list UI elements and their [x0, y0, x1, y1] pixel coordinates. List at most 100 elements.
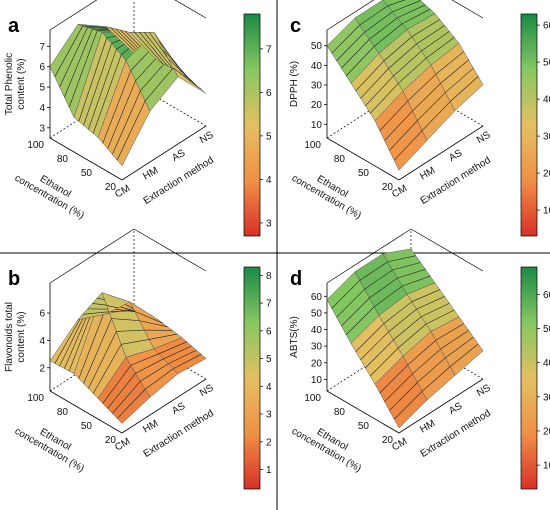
- surface-contour-line: [168, 349, 197, 365]
- colorbar-tick-label: 2: [266, 437, 272, 448]
- surface-contour-line: [440, 59, 469, 84]
- surface-contour-line: [110, 310, 139, 312]
- surface-contour-line: [402, 8, 431, 24]
- surface-contour-line: [78, 305, 108, 379]
- surface-contour-line: [144, 32, 173, 69]
- y-tick-label: 20: [382, 435, 394, 446]
- colorbar-tick-label: 60: [543, 21, 550, 32]
- surface-contour-line: [355, 60, 385, 91]
- x-tick-label: AS: [170, 148, 187, 164]
- surface-contour-line: [355, 323, 385, 352]
- surface-contour-line: [54, 314, 84, 364]
- y-axis-line: [49, 137, 123, 181]
- x-tick-label: CM: [113, 183, 132, 200]
- surface-contour-line: [341, 39, 370, 69]
- surface-patch-2-0: [430, 316, 484, 376]
- colorbar-tick-label: 50: [543, 324, 550, 335]
- x-tick-label: CM: [390, 183, 409, 200]
- x-tick-label: CM: [113, 436, 132, 453]
- z-tick-label: 50: [311, 41, 323, 52]
- surface-contour-line: [140, 363, 169, 382]
- surface: [326, 248, 484, 429]
- surface-contour-line: [64, 28, 93, 98]
- colorbar-tick-label: 30: [543, 132, 550, 143]
- y-tick-label: 80: [57, 154, 69, 165]
- colorbar: 3 4 5 6 7: [243, 13, 272, 237]
- y-axis-line: [326, 137, 400, 181]
- colorbar-gradient: [520, 13, 538, 237]
- z-tick-label: 3: [39, 123, 45, 134]
- panel-letter-d: d: [290, 268, 302, 290]
- surface-contour-line: [389, 382, 418, 411]
- colorbar-tick-label: 3: [266, 410, 272, 421]
- colorbar-tick-label: 40: [543, 358, 550, 369]
- x-axis-label: Extraction method: [419, 408, 493, 460]
- surface-contour-line: [412, 348, 441, 374]
- z-axis-label-line: Flavonoids total: [4, 302, 15, 372]
- surface-contour-line: [365, 75, 394, 107]
- z-axis-label: Flavonoids total content (%): [4, 302, 27, 372]
- surface-contour-line: [364, 269, 393, 290]
- surface-contour-line: [111, 318, 140, 322]
- y-tick-label: 50: [81, 421, 93, 432]
- colorbar-tick-label: 3: [266, 218, 272, 229]
- panel-letter-c: c: [290, 15, 301, 37]
- x-axis-label: Extraction method: [142, 155, 216, 207]
- z-tick-label: 40: [311, 61, 323, 72]
- surface-contour-line: [130, 353, 159, 366]
- surface-contour-line: [158, 40, 188, 78]
- surface-contour-line: [139, 320, 168, 328]
- surface-contour-line: [116, 389, 146, 419]
- surface-contour-line: [82, 25, 111, 29]
- z-tick-label: 10: [311, 375, 323, 386]
- surface-contour-line: [107, 80, 136, 149]
- surface-contour-line: [365, 339, 394, 369]
- surface-contour-line: [139, 32, 168, 67]
- surface-contour-line: [110, 27, 140, 56]
- surface-contour-line: [102, 70, 132, 144]
- box-edge-top-left: [326, 228, 412, 284]
- x-tick-label: AS: [447, 401, 464, 417]
- surface-contour-line: [398, 323, 427, 349]
- colorbar-tick-label: 6: [266, 88, 272, 99]
- surface-contour-line: [397, 269, 426, 279]
- colorbar-tick-label: 60: [543, 290, 550, 301]
- surface-contour-line: [59, 27, 88, 88]
- surface-contour-line: [384, 373, 413, 402]
- box-edge-top-left: [49, 228, 135, 284]
- z-tick-label: 60: [311, 292, 323, 303]
- surface-contour-line: [445, 67, 474, 93]
- box-edge-top-right: [410, 228, 484, 272]
- y-tick-label: 100: [304, 393, 321, 404]
- y-tick-label: 20: [382, 182, 394, 193]
- x-tick-label: HM: [141, 418, 160, 435]
- surface-contour-line: [393, 391, 423, 420]
- surface: [49, 23, 207, 167]
- x-axis-line: [398, 125, 484, 181]
- colorbar-tick-label: 50: [543, 58, 550, 69]
- z-axis-label: Total Phenolic content (%): [4, 53, 27, 115]
- surface-contour-line: [383, 36, 412, 62]
- colorbar-tick-label: 7: [266, 44, 272, 55]
- surface-contour-line: [359, 5, 388, 26]
- surface-contour-line: [158, 341, 187, 355]
- z-tick-label: 30: [311, 342, 323, 353]
- surface-contour-line: [364, 11, 393, 33]
- surface-contour-line: [83, 318, 112, 384]
- surface-contour-line: [134, 311, 163, 324]
- z-axis-label-line: Total Phenolic: [4, 53, 15, 115]
- surface-contour-line: [397, 4, 426, 18]
- surface-contour-line: [92, 54, 122, 134]
- z-axis-label-line: content (%): [16, 311, 27, 362]
- surface-patch-2-0: [153, 32, 207, 94]
- surface-contour-line: [383, 301, 412, 324]
- surface-contour-line: [369, 277, 398, 299]
- y-tick-label: 80: [57, 407, 69, 418]
- surface: [49, 291, 207, 424]
- z-tick-label: 4: [39, 103, 45, 114]
- x-tick-label: HM: [141, 165, 160, 182]
- surface-contour-line: [336, 31, 365, 61]
- surface-contour-line: [107, 373, 136, 409]
